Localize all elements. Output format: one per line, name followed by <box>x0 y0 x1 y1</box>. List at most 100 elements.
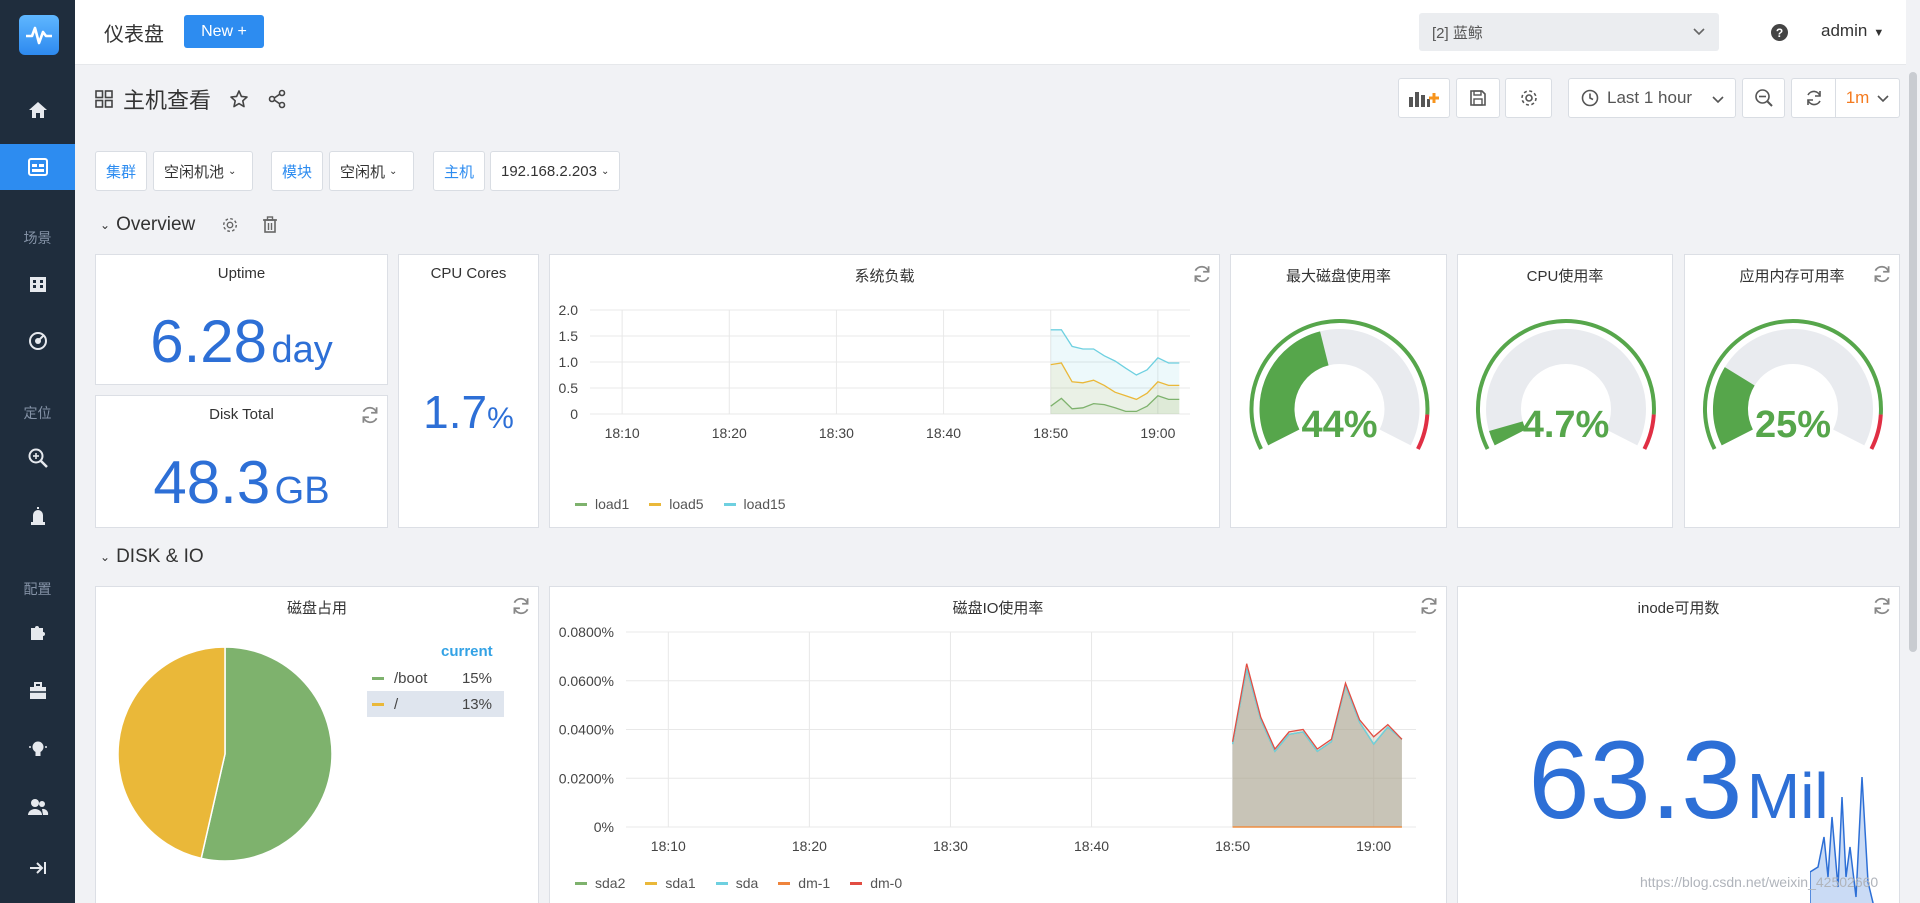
row-delete-trash-icon[interactable] <box>262 216 278 234</box>
time-range-picker[interactable]: Last 1 hour <box>1568 78 1736 118</box>
panel-disk-io[interactable]: 磁盘IO使用率 0% 0.0200% 0.0400% 0.0600% 0.0800% 18… <box>549 586 1447 903</box>
building-icon[interactable] <box>0 260 75 306</box>
org-select-value: [2] 蓝鲸 <box>1432 24 1483 42</box>
panel-uptime[interactable]: Uptime 6.28 day <box>95 254 388 385</box>
stat-unit: Mil <box>1746 760 1829 832</box>
gauge-disk: 44% <box>1249 319 1430 450</box>
clock-icon <box>1581 89 1599 107</box>
alarm-icon[interactable] <box>0 493 75 539</box>
watermark: https://blog.csdn.net/weixin_42502660 <box>1640 874 1879 890</box>
user-name: admin <box>1821 21 1868 40</box>
scrollbar-thumb[interactable] <box>1909 72 1917 652</box>
legend-item-load1[interactable]: load1 <box>575 496 629 512</box>
save-dashboard-button[interactable] <box>1456 78 1500 118</box>
y-tick-label: 0.5 <box>559 380 579 396</box>
refresh-icon[interactable] <box>1871 595 1893 617</box>
caret-down-icon: ⌄ <box>389 165 398 177</box>
refresh-icon[interactable] <box>359 404 381 426</box>
row-title-disk-io[interactable]: ⌄ DISK & IO <box>100 546 204 568</box>
lightbulb-icon[interactable] <box>0 726 75 772</box>
org-select[interactable]: [2] 蓝鲸 <box>1419 13 1719 51</box>
radar-icon[interactable] <box>0 318 75 364</box>
expand-sidebar-icon[interactable] <box>0 845 75 891</box>
x-tick-label: 19:00 <box>1140 425 1175 441</box>
panel-gauge-disk[interactable]: 最大磁盘使用率 44% <box>1230 254 1447 528</box>
refresh-icon[interactable] <box>1418 595 1440 617</box>
x-tick-label: 18:10 <box>605 425 640 441</box>
app-logo[interactable] <box>19 15 59 55</box>
zoom-out-button[interactable] <box>1742 78 1785 118</box>
pie-legend-row[interactable]: /boot 15% <box>367 665 504 691</box>
save-icon <box>1470 90 1486 106</box>
x-tick-label: 18:50 <box>1215 838 1250 854</box>
refresh-interval-picker[interactable]: 1m <box>1835 78 1900 118</box>
refresh-icon[interactable] <box>510 595 532 617</box>
panel-system-load[interactable]: 系统负载 0 0.5 1.0 1.5 2.0 18:10 18:20 18:30 18:40 18… <box>549 254 1220 528</box>
inode-sparkline <box>1810 777 1874 903</box>
panel-disk-usage[interactable]: 磁盘占用 current /boot 15% / 13% <box>95 586 539 903</box>
panel-gauge-cpu[interactable]: CPU使用率 4.7% <box>1457 254 1673 528</box>
series-line-load5 <box>1050 362 1180 401</box>
legend-swatch <box>850 881 863 885</box>
panel-title: CPU Cores <box>430 265 507 282</box>
legend-label: / <box>394 695 399 713</box>
stat-unit: day <box>271 329 333 371</box>
star-icon[interactable] <box>229 89 249 109</box>
legend-item-dm-0[interactable]: dm-0 <box>850 875 902 891</box>
home-icon[interactable] <box>0 87 75 133</box>
settings-button[interactable] <box>1505 78 1552 118</box>
gauge-threshold-critical <box>1416 414 1430 450</box>
pie-legend-row[interactable]: / 13% <box>367 691 504 717</box>
gauge-threshold-critical <box>1642 414 1656 450</box>
panel-gauge-memory[interactable]: 应用内存可用率 25% <box>1684 254 1900 528</box>
legend-item-sda1[interactable]: sda1 <box>645 875 696 891</box>
panel-title: 磁盘占用 <box>286 600 347 617</box>
refresh-icon[interactable] <box>1871 263 1893 285</box>
legend-swatch <box>649 502 662 506</box>
time-range-label: Last 1 hour <box>1607 88 1693 107</box>
gauge-threshold-ok <box>1476 319 1656 450</box>
row-title-overview[interactable]: ⌄ Overview <box>100 214 195 236</box>
y-tick-label: 0% <box>594 819 614 835</box>
pie-slice-/[interactable] <box>117 646 226 860</box>
x-tick-label: 18:30 <box>819 425 854 441</box>
legend-item-load15[interactable]: load15 <box>723 496 786 512</box>
scrollbar[interactable] <box>1906 0 1920 903</box>
refresh-button[interactable] <box>1791 78 1836 118</box>
gauge-memory: 25% <box>1703 319 1883 450</box>
legend-label: sda2 <box>595 875 626 891</box>
stat-value: 63.3 Mil <box>1458 717 1899 844</box>
variable-select-cluster[interactable]: 空闲机池 ⌄ <box>153 151 253 191</box>
help-icon[interactable]: ? <box>1771 24 1788 41</box>
refresh-icon[interactable] <box>1191 263 1213 285</box>
legend-item-dm-1[interactable]: dm-1 <box>778 875 830 891</box>
users-icon[interactable] <box>0 784 75 830</box>
dashboard-icon[interactable] <box>0 144 75 190</box>
variable-select-host[interactable]: 192.168.2.203 ⌄ <box>490 151 620 191</box>
pie-slice-/boot[interactable] <box>200 646 333 862</box>
legend-item-load5[interactable]: load5 <box>649 496 704 512</box>
toolbox-icon[interactable] <box>0 668 75 714</box>
dashboard-header: 主机查看 <box>95 84 287 114</box>
legend-swatch <box>723 502 736 506</box>
share-icon[interactable] <box>267 89 287 109</box>
panel-title: 应用内存可用率 <box>1739 268 1845 285</box>
series-area-load1 <box>1050 395 1180 414</box>
chevron-down-icon <box>1693 28 1705 36</box>
legend-item-sda[interactable]: sda <box>715 875 758 891</box>
legend-item-sda2[interactable]: sda2 <box>575 875 625 891</box>
puzzle-icon[interactable] <box>0 610 75 656</box>
gauge-threshold-ok <box>1703 319 1883 450</box>
row-title-overview-label: Overview <box>116 214 196 235</box>
grid-icon[interactable] <box>95 90 113 108</box>
panel-cpu-cores[interactable]: CPU Cores 1.7% <box>398 254 539 528</box>
variable-select-module[interactable]: 空闲机 ⌄ <box>329 151 414 191</box>
new-button[interactable]: New + <box>184 15 264 48</box>
zoom-search-icon[interactable] <box>0 435 75 481</box>
panel-inode[interactable]: inode可用数 63.3 Mil <box>1457 586 1900 903</box>
add-panel-button[interactable] <box>1398 78 1450 118</box>
panel-disk-total[interactable]: Disk Total 48.3 GB <box>95 395 388 528</box>
legend-label: dm-0 <box>870 875 903 891</box>
user-menu[interactable]: admin ▼ <box>1821 21 1884 41</box>
row-settings-gear-icon[interactable] <box>221 216 239 234</box>
